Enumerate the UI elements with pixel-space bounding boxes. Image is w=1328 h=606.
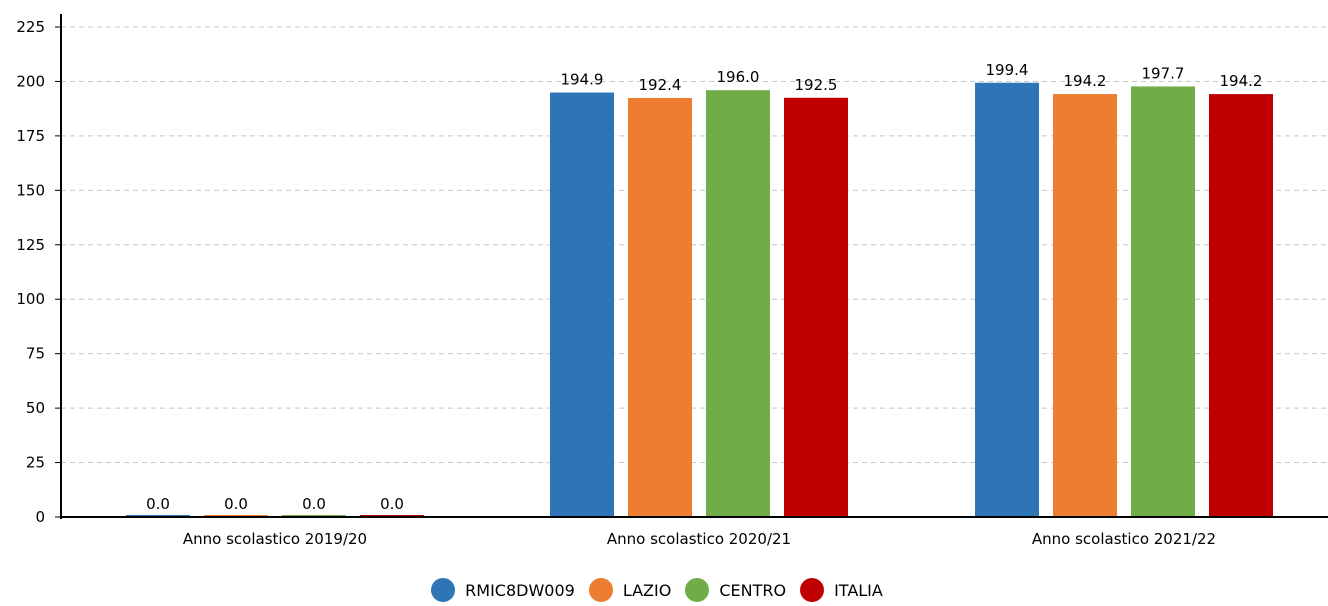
data-label: 192.4 [639,76,682,94]
legend-item: LAZIO [588,578,672,602]
y-tick-label: 225 [16,18,45,36]
bars: 0.0 0.0 0.0 0.0 194.9 192.4 196.0 192.5 199.4 194… [126,61,1273,518]
legend-swatch [431,578,456,602]
data-label: 197.7 [1142,64,1185,82]
y-tick-label: 0 [35,508,45,526]
y-axis-ticks: 0 25 50 75 100 125 150 175 200 225 [16,18,61,526]
legend-label: CENTRO [719,580,787,600]
data-label: 196.0 [717,68,760,86]
data-label: 194.2 [1220,72,1263,90]
legend-label: LAZIO [622,580,672,600]
bar [1053,94,1117,517]
legend-swatch [800,578,825,602]
bar [784,97,848,518]
bar-chart: 0 25 50 75 100 125 150 175 200 225 0.0 0.0 0.0 0.0 19… [16,14,1328,548]
data-label: 194.9 [561,71,604,89]
y-tick-label: 150 [16,181,45,199]
y-tick-label: 50 [26,399,45,417]
bar [628,97,692,518]
bar [1209,94,1273,517]
data-label: 0.0 [302,495,326,513]
bar [550,92,614,517]
legend: RMIC8DW009 LAZIO CENTRO ITALIA [0,578,1328,602]
x-category-label: Anno scolastico 2019/20 [183,530,367,548]
y-tick-label: 175 [16,127,45,145]
legend-label: ITALIA [834,580,883,600]
bar [1131,86,1195,517]
y-tick-label: 75 [26,345,45,363]
legend-item: RMIC8DW009 [431,578,575,602]
legend-label: RMIC8DW009 [465,580,575,600]
y-tick-label: 100 [16,290,45,308]
data-label: 199.4 [986,61,1029,79]
y-tick-label: 200 [16,72,45,90]
bar [975,82,1039,518]
grid-lines [61,26,1328,464]
x-axis-labels: Anno scolastico 2019/20 Anno scolastico 2… [183,530,1216,548]
x-category-label: Anno scolastico 2020/21 [607,530,791,548]
data-label: 192.5 [795,76,838,94]
legend-swatch [685,578,710,602]
legend-item: CENTRO [685,578,786,602]
axes [60,14,1328,519]
data-label: 0.0 [146,495,170,513]
y-tick-label: 25 [26,454,45,472]
data-label: 0.0 [224,495,248,513]
y-tick-label: 125 [16,236,45,254]
legend-swatch [588,578,613,602]
data-label: 0.0 [380,495,404,513]
bar [706,90,770,518]
data-label: 194.2 [1064,72,1107,90]
x-category-label: Anno scolastico 2021/22 [1032,530,1216,548]
legend-item: ITALIA [800,578,883,602]
